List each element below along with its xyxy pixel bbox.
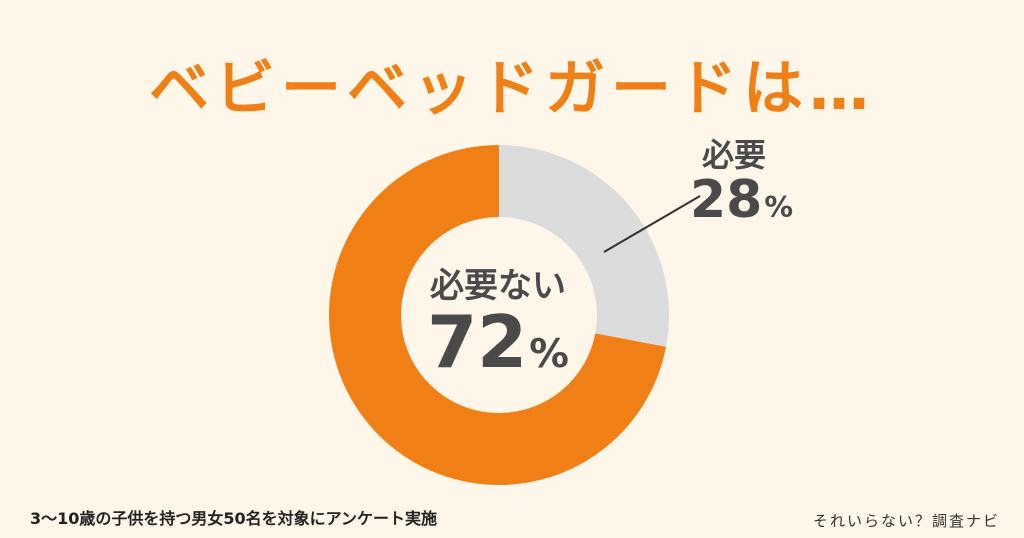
brand-name: それいらない？調査ナビ (812, 512, 1000, 530)
slice-needed (499, 145, 669, 347)
slice-label-not-needed: 必要ない (430, 266, 566, 306)
chart-title: ベビーベッドガードは… (149, 54, 875, 124)
slice-value-not-needed: 72% (427, 300, 569, 384)
slice-value-needed: 28% (690, 170, 794, 230)
survey-footnote: 3〜10歳の子供を持つ男女50名を対象にアンケート実施 (30, 509, 438, 528)
slice-label-needed: 必要 (702, 136, 767, 174)
leader-line (603, 195, 701, 253)
slice-not-needed (328, 145, 666, 486)
